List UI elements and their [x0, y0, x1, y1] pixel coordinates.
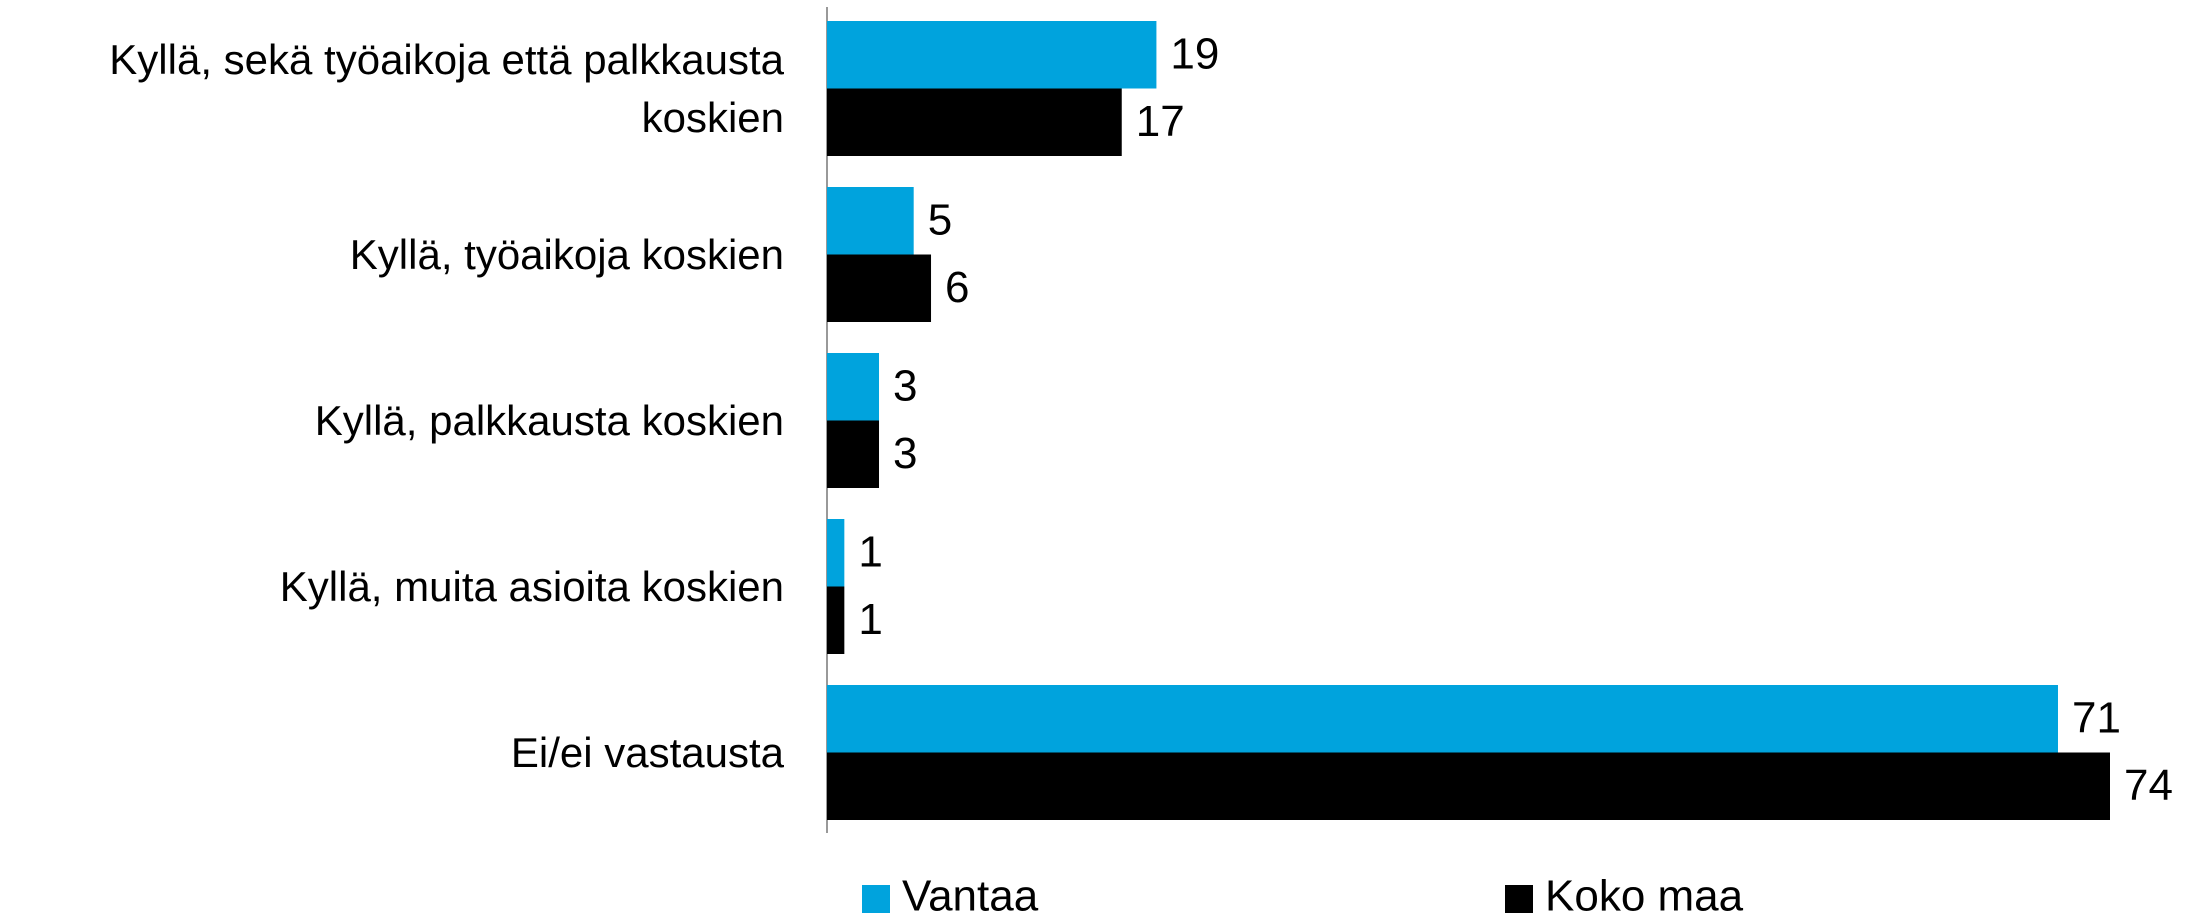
- data-label: 74: [2124, 761, 2173, 810]
- bar: [827, 752, 2110, 820]
- data-label: 3: [893, 361, 917, 410]
- legend-label: Koko maa: [1545, 872, 1744, 918]
- bar: [827, 88, 1122, 156]
- data-label: 3: [893, 429, 917, 478]
- data-label: 19: [1170, 29, 1219, 78]
- legend-swatch: [862, 885, 890, 913]
- bar: [827, 519, 845, 587]
- data-label: 6: [945, 263, 969, 312]
- legend-label: Vantaa: [902, 872, 1039, 918]
- category-label: Kyllä, muita asioita koskien: [279, 562, 784, 610]
- category-label: Kyllä, työaikoja koskien: [349, 230, 784, 278]
- data-label: 5: [928, 195, 952, 244]
- data-label: 71: [2072, 693, 2121, 742]
- data-label: 1: [858, 527, 882, 576]
- data-label: 1: [858, 595, 882, 644]
- category-label: Kyllä, palkkausta koskien: [314, 396, 784, 444]
- bar: [827, 187, 914, 255]
- bar: [827, 420, 880, 488]
- legend-swatch: [1505, 885, 1533, 913]
- bar: [827, 685, 2058, 753]
- category-label: Ei/ei vastausta: [510, 728, 784, 776]
- bar: [827, 254, 932, 322]
- category-label: Kyllä, sekä työaikoja että palkkausta ko…: [109, 35, 784, 141]
- bar: [827, 21, 1157, 89]
- bar: [827, 353, 880, 421]
- data-label: 17: [1136, 97, 1185, 146]
- bar: [827, 586, 845, 654]
